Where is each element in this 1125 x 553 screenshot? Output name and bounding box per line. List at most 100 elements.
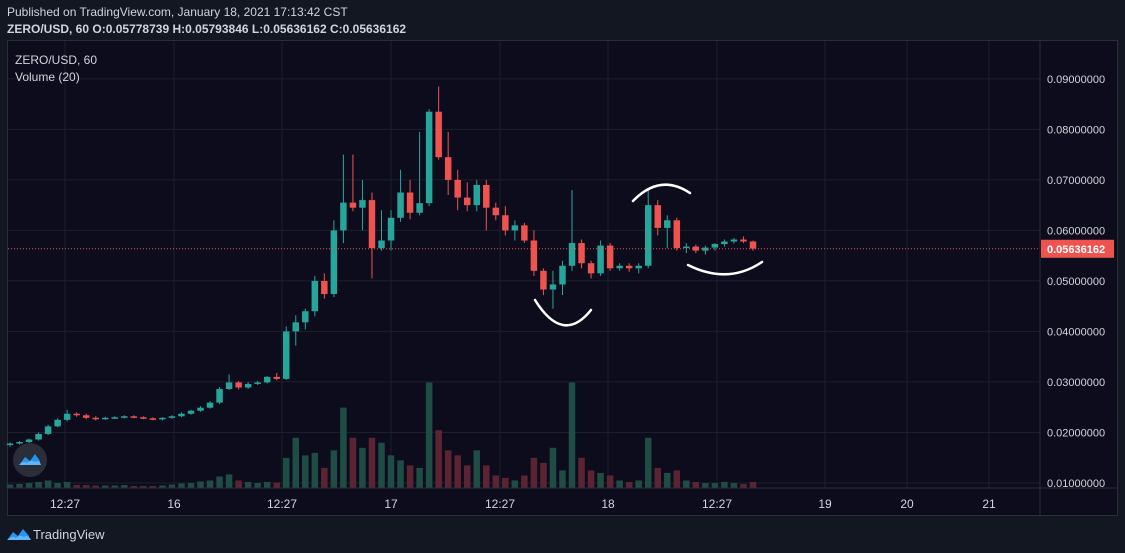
volume-bar [502, 477, 509, 488]
candle-body [92, 417, 99, 420]
candle-body [206, 402, 214, 408]
candle-body [606, 245, 614, 269]
volume-bar [435, 430, 442, 488]
top-arc-annotation [631, 183, 692, 203]
candle-body [721, 241, 728, 245]
candle-body [616, 265, 623, 269]
candle-body [502, 215, 509, 231]
volume-bar [492, 475, 500, 488]
tradingview-cloud-icon[interactable] [13, 443, 47, 477]
tradingview-logo-icon[interactable] [7, 526, 31, 547]
candle-body [654, 205, 661, 228]
candle-body [54, 419, 61, 427]
candle-body [530, 240, 538, 271]
volume-bar [92, 485, 99, 488]
candle-body [16, 442, 23, 444]
y-tick-label: 0.08000000 [1047, 124, 1105, 136]
candle-body [368, 200, 376, 249]
volume-bar [463, 465, 471, 488]
y-tick-label: 0.01000000 [1047, 478, 1105, 490]
volume-bar [102, 485, 109, 488]
volume-bar [6, 484, 14, 488]
volume-bar [244, 481, 252, 488]
volume-bar [683, 480, 690, 488]
candle-body [664, 220, 671, 228]
x-tick-label: 12:27 [485, 497, 515, 511]
candle-body [730, 239, 738, 242]
volume-bar [16, 483, 23, 488]
close-label: C: [329, 22, 343, 36]
volume-bar [749, 481, 757, 488]
candle-body [359, 200, 366, 208]
candle-body [444, 157, 452, 180]
volume-bar [635, 480, 642, 488]
volume-bar [473, 450, 480, 488]
volume-bar [111, 485, 119, 488]
volume-bar [330, 450, 338, 488]
candle-body [702, 247, 709, 251]
candle-body [44, 426, 52, 434]
candle-body [63, 413, 71, 420]
volume-bar [311, 452, 319, 488]
candle-body [521, 225, 528, 241]
candle-body [463, 197, 471, 206]
candle-body [216, 389, 223, 403]
y-tick-label: 0.05000000 [1047, 276, 1105, 288]
volume-bar [416, 467, 423, 488]
candle-body [378, 240, 385, 249]
candle-body [111, 417, 119, 419]
volume-bar [654, 467, 661, 488]
open-value: 0.05778739 [105, 22, 170, 36]
candle-body [397, 192, 404, 218]
candle-body [35, 433, 42, 440]
volume-bar [292, 437, 300, 488]
annotations [533, 183, 764, 327]
candle-body [578, 243, 585, 264]
volume-bar [568, 382, 576, 488]
footer [0, 516, 1125, 553]
y-tick-label: 0.02000000 [1047, 427, 1105, 439]
candle-body [511, 225, 519, 231]
footer-brand[interactable]: TradingView [33, 527, 105, 542]
volume-bar [511, 480, 519, 488]
candle-body [82, 415, 90, 418]
candle-body [283, 331, 290, 379]
candle-body [749, 241, 757, 249]
volume-bar [702, 482, 709, 488]
candle-body [673, 220, 681, 249]
y-tick-label: 0.06000000 [1047, 225, 1105, 237]
candle-body [121, 416, 128, 418]
candle-body [559, 265, 566, 285]
volume-bar [740, 483, 747, 488]
candle-body [454, 179, 461, 198]
legend-volume: Volume (20) [15, 70, 80, 84]
published-info: Published on TradingView.com, January 18… [7, 5, 348, 19]
x-tick-label: 17 [384, 497, 398, 511]
high-label: H: [172, 22, 186, 36]
candle-body [311, 280, 319, 312]
volume-bar [616, 480, 623, 488]
volume-bar [625, 481, 633, 488]
x-tick-label: 18 [601, 497, 615, 511]
volume-bar [73, 484, 80, 488]
x-tick-label: 12:27 [267, 497, 297, 511]
volume-bar [397, 460, 404, 488]
volume-bar [721, 481, 728, 488]
volume-bar [121, 484, 128, 488]
candle-body [102, 417, 109, 420]
volume-bar [406, 465, 414, 488]
candle-body [625, 265, 633, 269]
candle-body [302, 311, 309, 323]
candle-body [387, 217, 395, 241]
volume-bar [178, 483, 185, 488]
open-label: O: [92, 22, 106, 36]
volume-bar [263, 481, 271, 488]
candle-body [263, 376, 271, 383]
candle-body [740, 239, 747, 242]
volume-bar [340, 407, 347, 488]
volume-bar [254, 482, 261, 488]
volume-bar [225, 474, 233, 488]
volume-bar [644, 437, 652, 488]
candle-body [540, 270, 547, 290]
